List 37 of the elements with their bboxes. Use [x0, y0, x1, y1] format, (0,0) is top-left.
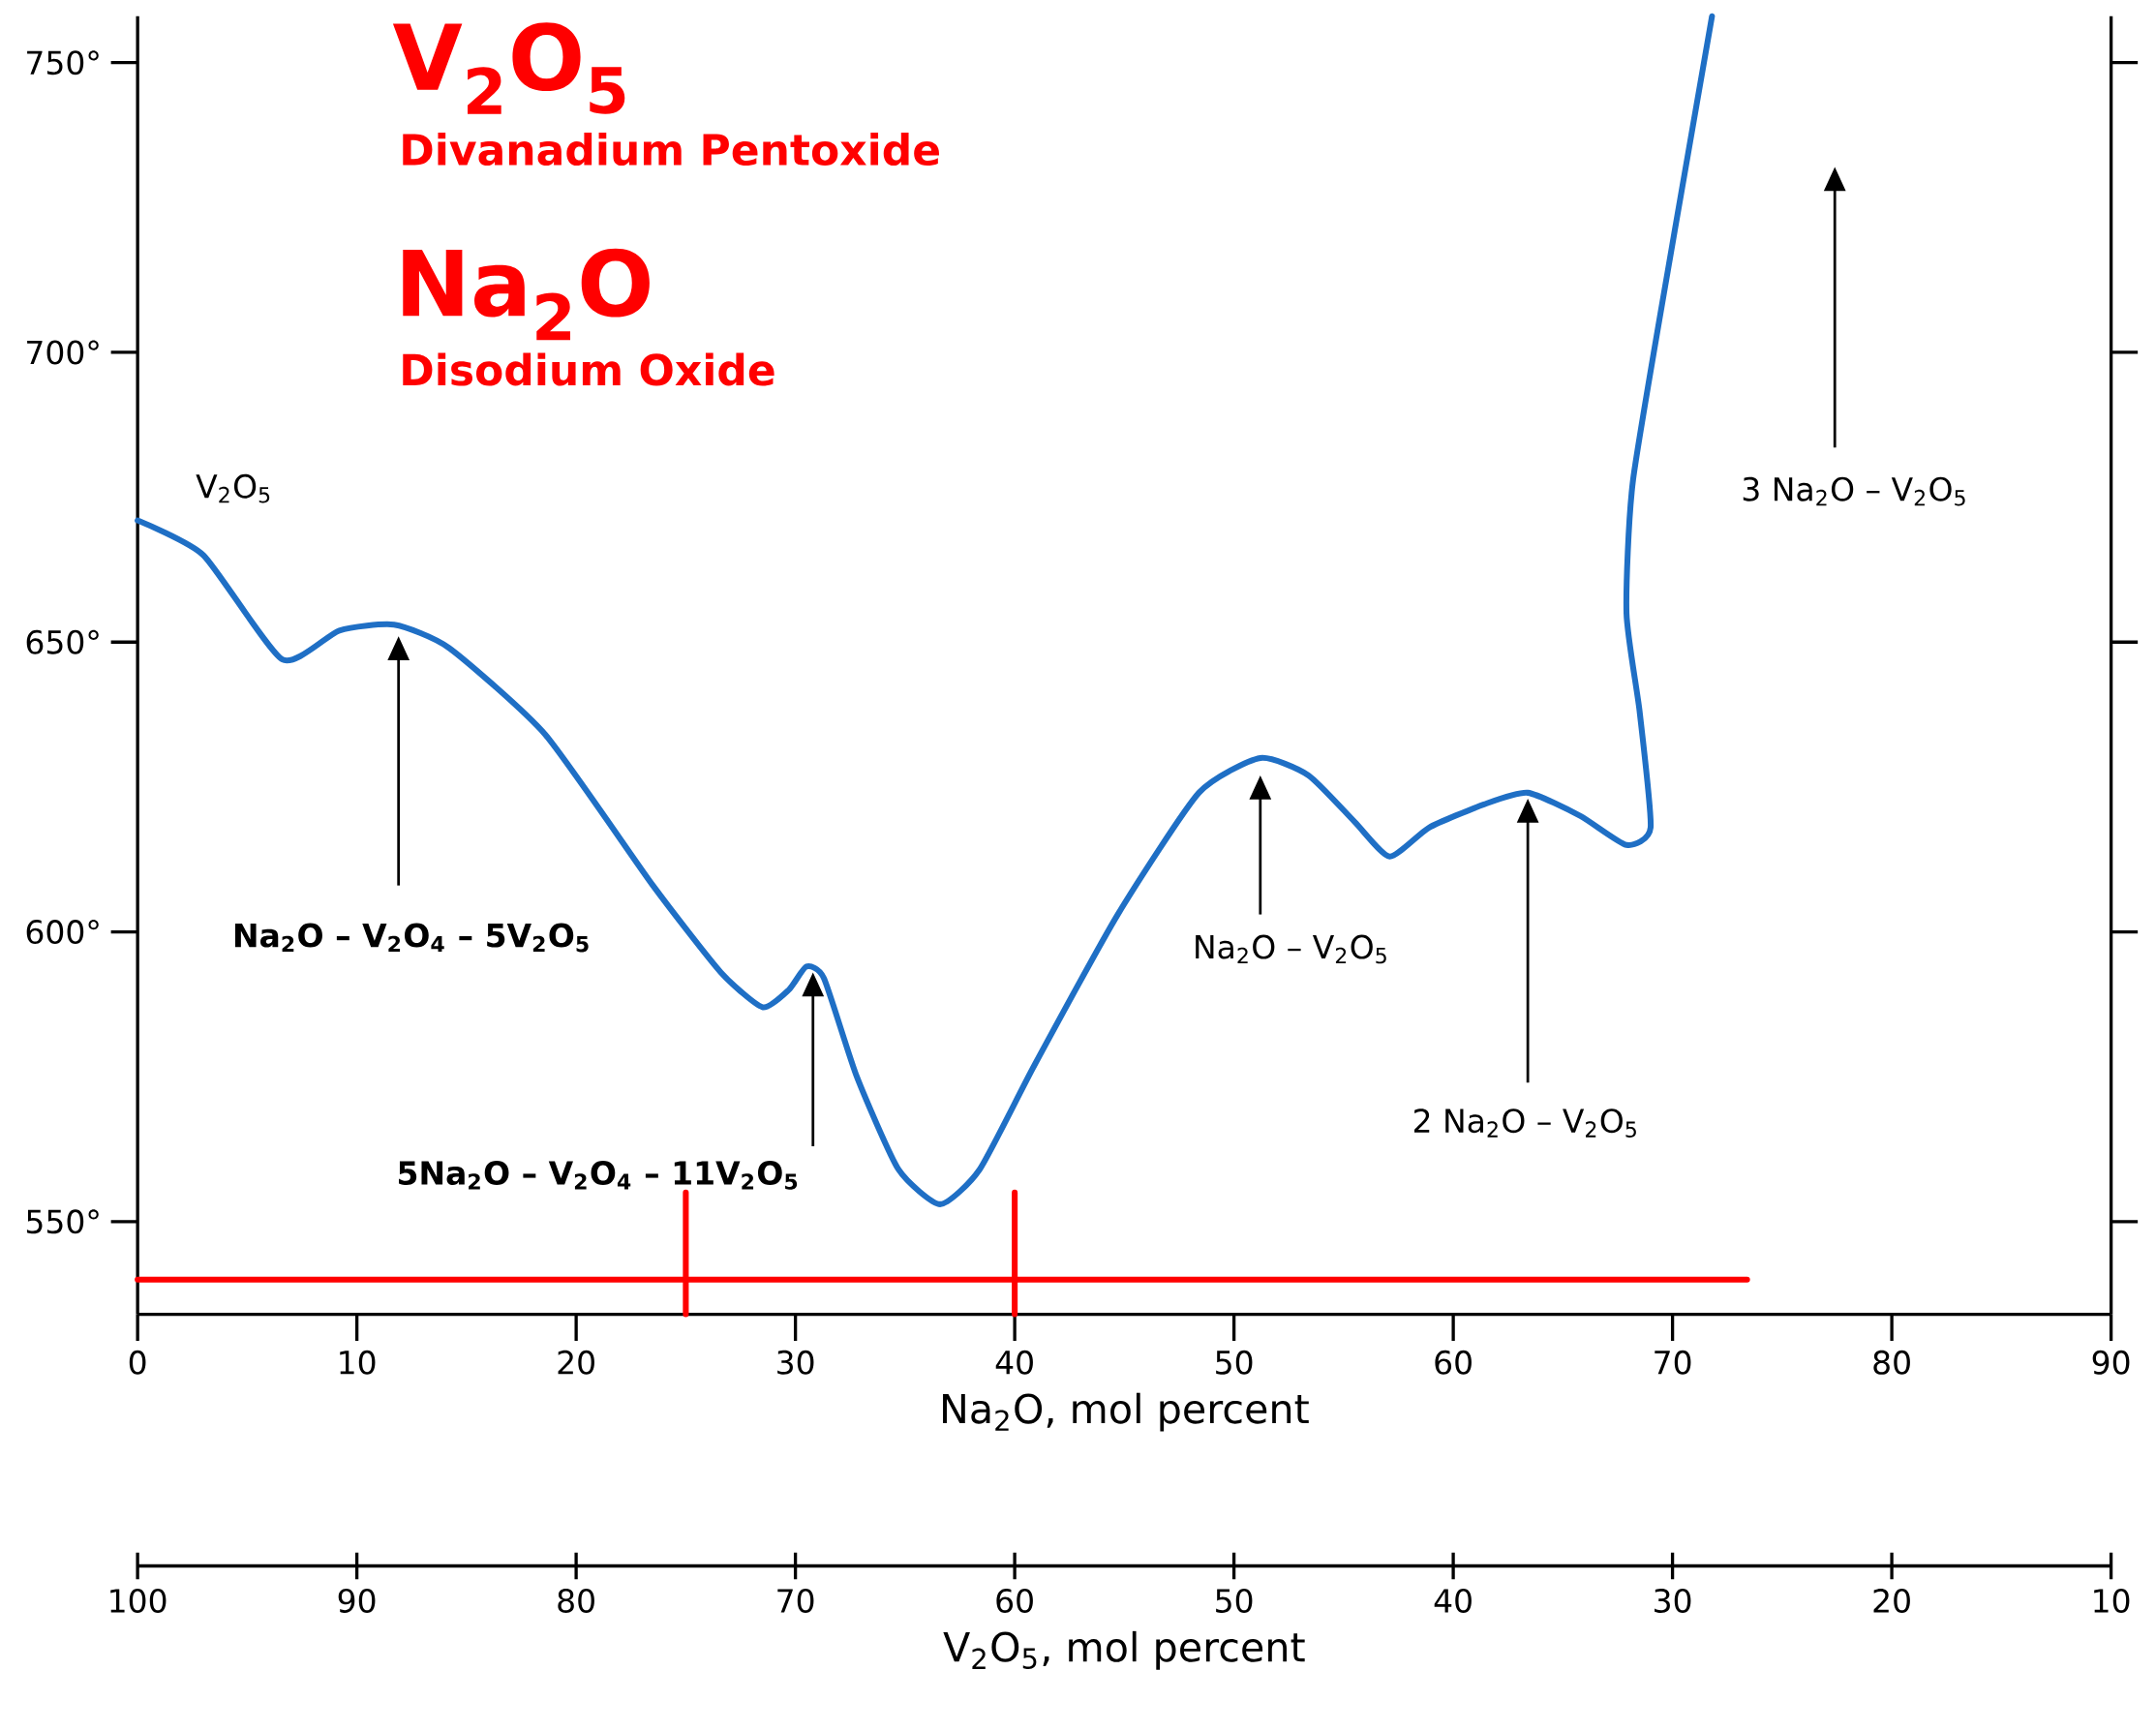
x2-tick-label: 70 — [777, 1589, 814, 1614]
x-tick-label: 30 — [777, 1350, 814, 1375]
y-tick-label: 650° — [26, 629, 99, 654]
x-tick-label: 20 — [558, 1350, 594, 1375]
y-tick-label: 750° — [27, 50, 99, 76]
y-tick-label: 600° — [26, 920, 99, 945]
x-tick-label: 60 — [1435, 1350, 1472, 1375]
x-tick-label: 50 — [1216, 1350, 1253, 1375]
x2-axis-title: V$_{2}$O$_{5}$, mol percent — [943, 1630, 1305, 1670]
annotation: Na$_{2}$O — [403, 248, 650, 341]
annotation: Disodium Oxide — [403, 352, 774, 386]
annotation: 3 Na$_{2}$O – V$_{2}$O$_{5}$ — [1743, 476, 1965, 506]
x-tick-label: 10 — [340, 1350, 376, 1375]
x-tick-label: 90 — [2092, 1350, 2130, 1375]
annotation: V$_{2}$O$_{5}$ — [392, 22, 625, 114]
x-tick-label: 80 — [1873, 1350, 1910, 1375]
annotation: V$_{2}$O$_{5}$ — [196, 473, 270, 503]
x2-tick-label: 80 — [558, 1589, 594, 1614]
annotation: Divanadium Pentoxide — [403, 133, 939, 167]
x2-tick-label: 40 — [1434, 1589, 1472, 1614]
x-tick-label: 0 — [129, 1350, 146, 1375]
x2-tick-label: 100 — [110, 1589, 167, 1614]
annotation: Na$_{2}$O – V$_{2}$O$_{5}$ — [1196, 934, 1386, 964]
y-tick-label: 700° — [27, 340, 99, 365]
x2-tick-label: 10 — [2094, 1589, 2130, 1614]
text: Na$_{2}$O – V$_{2}$O$_{4}$ – 5V$_{2}$O$_{5}$ — [234, 923, 589, 953]
text: 5Na$_{2}$O – V$_{2}$O$_{4}$ – 11V$_{2}$O$_{5}$ — [399, 1161, 798, 1190]
annotation: 2 Na$_{2}$O – V$_{2}$O$_{5}$ — [1413, 1108, 1636, 1139]
x2-tick-label: 20 — [1873, 1589, 1910, 1614]
y-tick-label: 550° — [26, 1209, 99, 1234]
x2-tick-label: 60 — [996, 1589, 1033, 1614]
x2-tick-label: 50 — [1216, 1589, 1253, 1614]
x-tick-label: 40 — [995, 1350, 1033, 1375]
x-axis-title: Na$_{2}$O, mol percent — [943, 1392, 1309, 1432]
x2-tick-label: 30 — [1655, 1589, 1691, 1614]
x-tick-label: 70 — [1655, 1350, 1691, 1375]
x2-tick-label: 90 — [338, 1589, 376, 1614]
